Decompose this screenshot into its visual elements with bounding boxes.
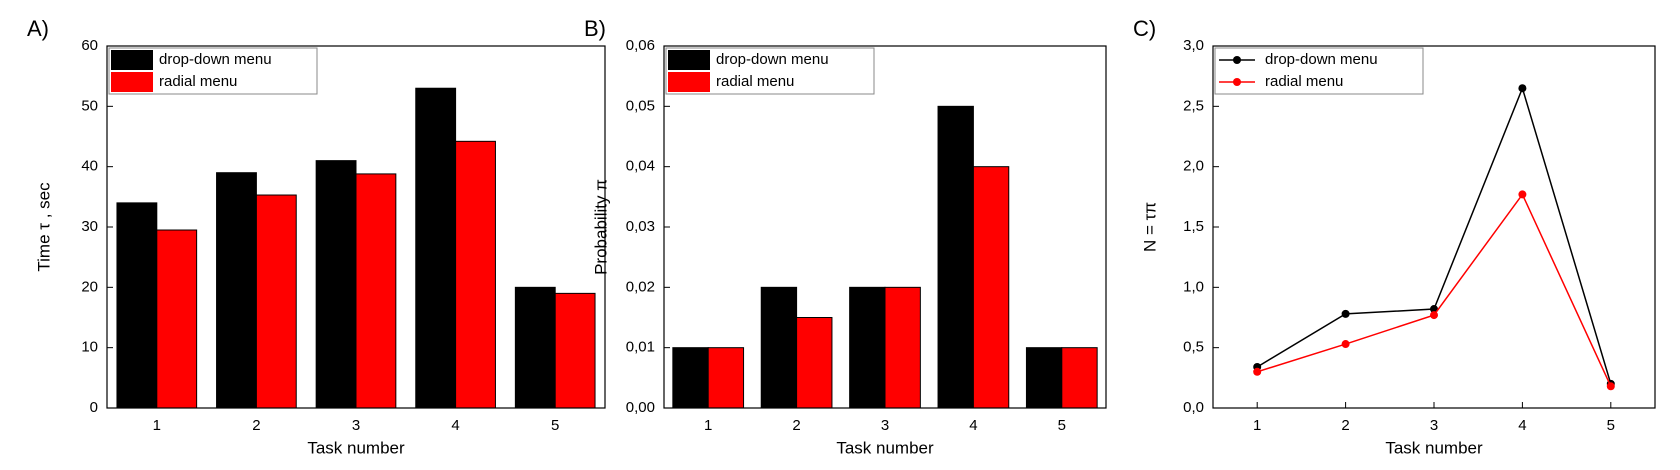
y-tick-label: 0,04 <box>626 158 655 175</box>
point <box>1341 309 1350 318</box>
y-tick-label: 40 <box>81 158 98 175</box>
y-tick-label: 0,05 <box>626 97 655 114</box>
y-tick-label: 0,0 <box>1183 399 1204 416</box>
x-axis-label: Task number <box>836 438 934 457</box>
y-tick-label: 0,03 <box>626 218 655 235</box>
legend-marker <box>1233 56 1241 64</box>
legend-label: drop-down menu <box>1265 51 1378 68</box>
bar <box>514 286 556 409</box>
point <box>1518 190 1527 199</box>
x-tick-label: 1 <box>153 417 161 434</box>
bar <box>672 347 709 409</box>
point <box>1430 305 1438 314</box>
bar <box>707 347 745 409</box>
line <box>1256 85 1612 385</box>
bar <box>1061 347 1098 409</box>
x-tick-label: 3 <box>881 417 889 434</box>
bar <box>554 292 596 409</box>
legend-box <box>1214 47 1424 95</box>
legend-swatch <box>668 72 710 92</box>
point <box>1253 367 1262 376</box>
y-tick-label: 0,5 <box>1183 339 1204 356</box>
x-tick-label: 5 <box>1058 417 1066 434</box>
x-tick-label: 3 <box>352 417 360 434</box>
x-tick-label: 3 <box>1430 417 1438 434</box>
x-tick-label: 4 <box>969 417 977 434</box>
bar <box>116 202 158 409</box>
y-tick-label: 10 <box>81 339 98 356</box>
legend-swatch <box>668 50 710 70</box>
x-tick-label: 2 <box>252 417 260 434</box>
x-tick-label: 2 <box>792 417 800 434</box>
y-tick-label: 2,0 <box>1183 158 1204 175</box>
point <box>1606 382 1615 391</box>
y-axis-label: Time τ , sec <box>34 182 53 272</box>
x-tick-label: 5 <box>551 417 559 434</box>
legend-swatch <box>111 50 153 70</box>
x-tick-label: 4 <box>451 417 459 434</box>
legend-label: radial menu <box>1265 73 1343 90</box>
legend-label: radial menu <box>159 73 237 90</box>
x-axis-label: Task number <box>1385 438 1483 457</box>
x-tick-label: 1 <box>704 417 712 434</box>
y-tick-label: 30 <box>81 218 98 235</box>
panel-label: C) <box>1133 16 1156 41</box>
x-tick-label: 1 <box>1253 417 1261 434</box>
legend-swatch <box>111 72 153 92</box>
line <box>1256 192 1612 387</box>
bar <box>760 286 798 409</box>
bar <box>255 194 297 409</box>
panel-label: A) <box>27 16 49 41</box>
y-tick-label: 1,0 <box>1183 278 1204 295</box>
bar <box>849 286 886 409</box>
y-axis-label: N = τπ <box>1140 202 1159 252</box>
bar <box>315 160 357 409</box>
plot-frame <box>663 45 1107 409</box>
bar <box>415 87 457 409</box>
bar <box>972 166 1010 409</box>
panel-label: B) <box>584 16 606 41</box>
plot-frame <box>1212 45 1656 409</box>
y-tick-label: 50 <box>81 97 98 114</box>
y-tick-label: 0,02 <box>626 278 655 295</box>
x-tick-label: 4 <box>1518 417 1526 434</box>
x-axis-label: Task number <box>307 438 405 457</box>
y-tick-label: 0,00 <box>626 399 655 416</box>
legend-label: drop-down menu <box>159 51 272 68</box>
x-tick-label: 2 <box>1341 417 1349 434</box>
y-tick-label: 60 <box>81 37 98 54</box>
point <box>1341 340 1350 349</box>
plot-frame <box>106 45 606 409</box>
bar <box>796 317 833 409</box>
bar <box>884 286 921 409</box>
x-tick-label: 5 <box>1607 417 1615 434</box>
y-tick-label: 20 <box>81 278 98 295</box>
point <box>1430 311 1438 320</box>
y-tick-label: 0 <box>90 399 98 416</box>
legend-label: radial menu <box>716 73 794 90</box>
y-tick-label: 0,01 <box>626 339 655 356</box>
bar <box>455 140 496 409</box>
bar <box>937 105 974 409</box>
y-tick-label: 1,5 <box>1183 218 1204 235</box>
legend-label: drop-down menu <box>716 51 829 68</box>
y-axis-label: Probability π <box>591 179 610 275</box>
point <box>1518 84 1527 93</box>
bar <box>355 173 397 409</box>
bar <box>156 229 198 409</box>
bar <box>1025 347 1063 409</box>
bar <box>216 172 257 409</box>
y-tick-label: 3,0 <box>1183 37 1204 54</box>
legend-marker <box>1233 78 1241 86</box>
y-tick-label: 2,5 <box>1183 97 1204 114</box>
y-tick-label: 0,06 <box>626 37 655 54</box>
